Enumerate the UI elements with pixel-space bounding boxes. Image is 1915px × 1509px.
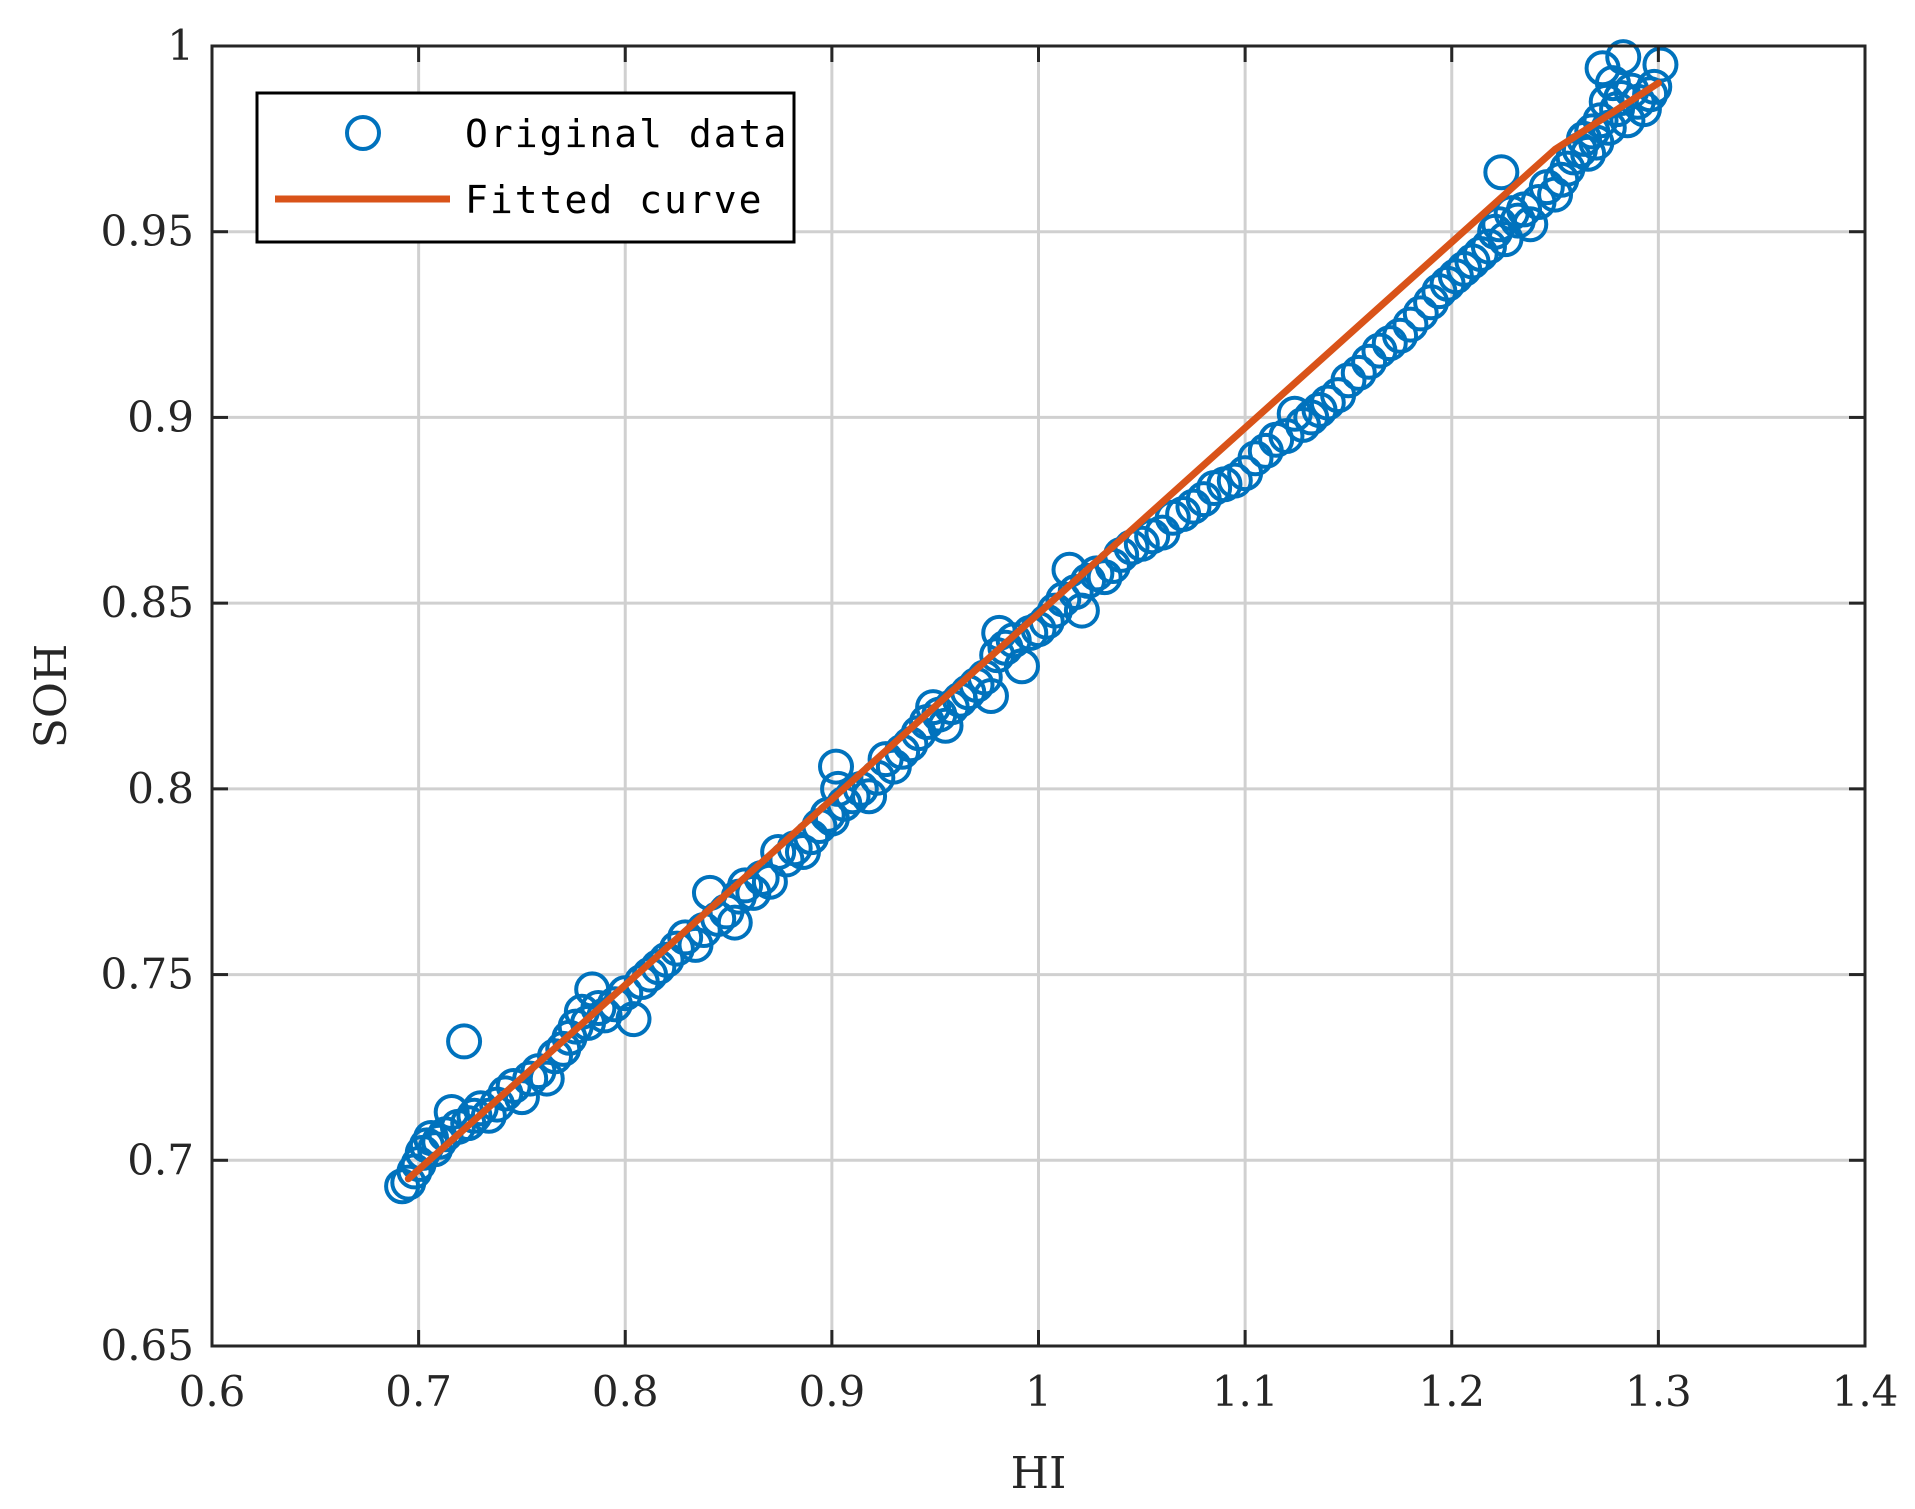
y-axis-title: SOH xyxy=(26,644,77,749)
grid-lines xyxy=(212,46,1865,1346)
y-tick-label: 0.95 xyxy=(100,207,194,256)
data-point xyxy=(760,834,797,870)
data-point xyxy=(1330,362,1367,399)
legend-label-fitted-curve: Fitted curve xyxy=(465,178,764,222)
x-axis-title: HI xyxy=(1011,1448,1067,1499)
data-point xyxy=(1570,135,1607,172)
x-tick-label: 1.1 xyxy=(1212,1367,1279,1416)
data-point xyxy=(972,678,1009,714)
legend: Original data Fitted curve xyxy=(255,91,796,244)
y-tick-labels: 0.65 0.7 0.75 0.8 0.85 0.9 0.95 1 xyxy=(100,21,194,1370)
data-point xyxy=(1483,154,1520,191)
y-tick-label: 0.8 xyxy=(127,764,194,813)
legend-marker-original-data xyxy=(345,115,381,151)
data-point xyxy=(615,1001,652,1038)
data-point xyxy=(1309,384,1346,421)
data-point xyxy=(512,1060,549,1097)
data-point xyxy=(1402,295,1439,332)
data-point xyxy=(1392,306,1429,343)
data-point xyxy=(1512,206,1549,243)
y-tick-label: 0.7 xyxy=(127,1135,194,1184)
data-point xyxy=(1636,68,1673,105)
x-tick-label: 0.7 xyxy=(385,1367,452,1416)
data-point xyxy=(1175,488,1212,525)
data-point xyxy=(528,1060,565,1097)
data-point xyxy=(1382,317,1419,354)
data-point xyxy=(456,1097,493,1134)
data-point xyxy=(1605,39,1642,76)
fitted-curve-line xyxy=(404,79,1662,1183)
data-point xyxy=(915,689,952,726)
data-point xyxy=(1371,325,1408,362)
data-point xyxy=(1340,354,1377,391)
y-tick-label: 0.85 xyxy=(100,578,194,627)
data-point xyxy=(1237,440,1274,477)
data-point xyxy=(667,919,704,956)
data-point xyxy=(1123,525,1160,562)
y-tick-label: 1 xyxy=(167,21,194,70)
legend-box xyxy=(255,91,796,244)
data-point xyxy=(446,1023,483,1060)
data-point xyxy=(580,990,617,1026)
y-tick-label: 0.75 xyxy=(100,950,194,999)
data-point xyxy=(1276,395,1313,432)
data-point xyxy=(716,904,753,941)
y-tick-label: 0.9 xyxy=(127,392,194,441)
x-tick-label: 1.2 xyxy=(1418,1367,1485,1416)
x-tick-label: 1 xyxy=(1025,1367,1052,1416)
legend-label-original-data: Original data xyxy=(465,112,788,156)
plot-area xyxy=(384,39,1679,1205)
data-point xyxy=(1216,462,1253,499)
axis-ticks xyxy=(210,44,1867,1348)
data-point xyxy=(1351,343,1388,380)
x-tick-label: 1.3 xyxy=(1625,1367,1692,1416)
data-point xyxy=(1003,648,1040,685)
x-tick-label: 0.9 xyxy=(798,1367,865,1416)
x-tick-labels: 0.6 0.7 0.8 0.9 1 1.1 1.2 1.3 1.4 xyxy=(179,1367,1899,1416)
data-point xyxy=(727,867,764,904)
x-tick-label: 1.4 xyxy=(1832,1367,1899,1416)
x-tick-label: 0.6 xyxy=(179,1367,246,1416)
data-point xyxy=(851,778,888,815)
data-point xyxy=(818,748,855,785)
x-tick-label: 0.8 xyxy=(592,1367,659,1416)
y-tick-label: 0.65 xyxy=(100,1321,194,1370)
